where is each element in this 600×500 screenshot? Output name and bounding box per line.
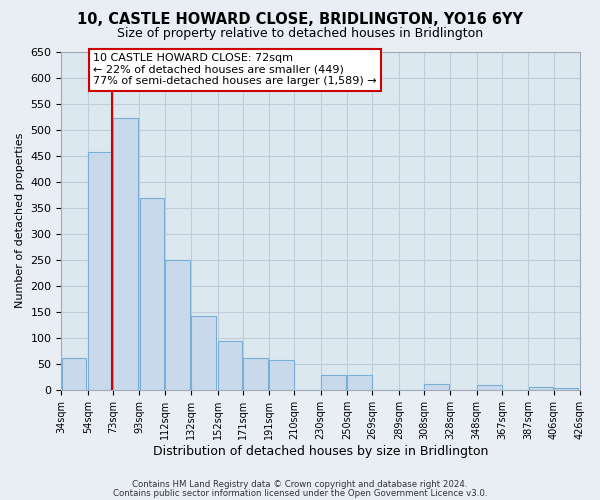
- Text: 10, CASTLE HOWARD CLOSE, BRIDLINGTON, YO16 6YY: 10, CASTLE HOWARD CLOSE, BRIDLINGTON, YO…: [77, 12, 523, 28]
- Bar: [424, 384, 449, 390]
- Bar: [140, 198, 164, 390]
- Bar: [321, 376, 346, 390]
- Bar: [62, 358, 86, 390]
- Bar: [88, 152, 113, 390]
- Text: Contains HM Land Registry data © Crown copyright and database right 2024.: Contains HM Land Registry data © Crown c…: [132, 480, 468, 489]
- Bar: [347, 376, 372, 390]
- Text: Size of property relative to detached houses in Bridlington: Size of property relative to detached ho…: [117, 28, 483, 40]
- Bar: [218, 342, 242, 390]
- Bar: [113, 118, 138, 390]
- Bar: [269, 360, 294, 390]
- Text: 10 CASTLE HOWARD CLOSE: 72sqm
← 22% of detached houses are smaller (449)
77% of : 10 CASTLE HOWARD CLOSE: 72sqm ← 22% of d…: [93, 53, 377, 86]
- Bar: [243, 358, 268, 390]
- Y-axis label: Number of detached properties: Number of detached properties: [15, 133, 25, 308]
- Bar: [165, 260, 190, 390]
- Text: Contains public sector information licensed under the Open Government Licence v3: Contains public sector information licen…: [113, 488, 487, 498]
- Bar: [529, 387, 553, 390]
- Bar: [477, 384, 502, 390]
- Bar: [191, 316, 216, 390]
- Bar: [554, 388, 578, 390]
- X-axis label: Distribution of detached houses by size in Bridlington: Distribution of detached houses by size …: [153, 444, 488, 458]
